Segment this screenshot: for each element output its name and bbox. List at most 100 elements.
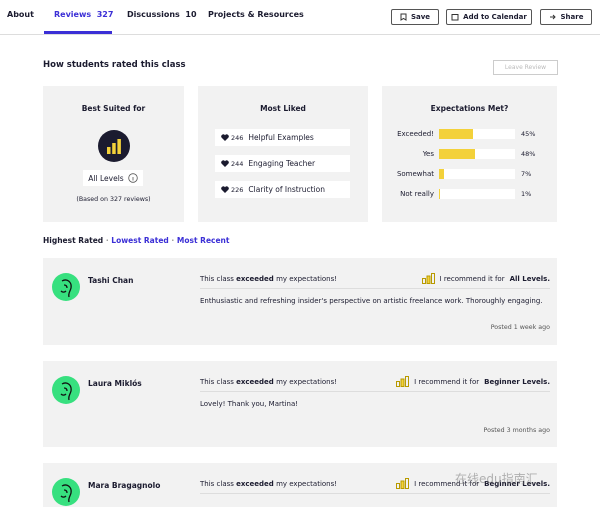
- posted: Posted 1 week ago: [490, 324, 550, 331]
- level-badge: All Levels: [83, 170, 143, 186]
- bar: [439, 169, 445, 179]
- bar: [439, 149, 476, 159]
- liked-item: 244 Engaging Teacher: [215, 155, 350, 172]
- tab[interactable]: Discussions 10: [127, 10, 197, 19]
- bar-track: [439, 129, 515, 139]
- tab-underline: [44, 31, 112, 34]
- count: 246: [231, 133, 244, 142]
- text: I recommend it for: [414, 479, 480, 488]
- avatar: [52, 478, 80, 506]
- row-label: Not really: [400, 190, 434, 198]
- card-title: Most Liked: [260, 104, 306, 113]
- review-card: Tashi Chan This class exceeded my expecta…: [43, 258, 557, 345]
- most-liked-card: Most Liked 246 Helpful Examples 244 Engagin…: [198, 86, 368, 222]
- avatar-art: [60, 382, 72, 401]
- card-title: Best Suited for: [81, 104, 146, 113]
- card-title: Expectations Met?: [430, 104, 509, 113]
- avatar: [52, 376, 80, 404]
- text: I recommend it for: [439, 274, 505, 283]
- calendar-button[interactable]: Add to Calendar: [446, 9, 532, 25]
- tab-label: About: [7, 10, 34, 19]
- text: This class: [200, 378, 234, 386]
- note: (Based on 327 reviews): [76, 196, 151, 203]
- bar: [439, 129, 474, 139]
- level-icon: [421, 273, 435, 284]
- text: exceeded: [236, 480, 274, 488]
- tab[interactable]: Reviews 327: [54, 10, 113, 19]
- tab-label: Reviews: [54, 10, 92, 19]
- section-title: How students rated this class: [43, 60, 186, 70]
- heart-icon: [221, 186, 229, 193]
- review-card: Laura Miklós This class exceeded my expec…: [43, 361, 557, 447]
- expectations-card: Expectations Met? Exceeded! 45% Yes 48% Some…: [382, 86, 557, 222]
- divider: [200, 391, 550, 392]
- bar: [439, 189, 440, 199]
- reviewer-name: Laura Miklós: [88, 379, 142, 388]
- save-button[interactable]: Save: [391, 9, 439, 25]
- text: I recommend it for: [414, 377, 480, 386]
- heart-icon: [221, 160, 229, 167]
- value-label: 1%: [521, 190, 532, 198]
- expectation: This class exceeded my expectations!: [200, 275, 337, 283]
- button-label: Save: [410, 13, 431, 21]
- row-label: Yes: [422, 150, 434, 158]
- row-label: Somewhat: [396, 170, 434, 178]
- nav-bar: [0, 0, 600, 35]
- button-label: Share: [560, 13, 584, 21]
- reviewer-name: Tashi Chan: [88, 276, 134, 285]
- value-label: 48%: [521, 150, 536, 158]
- label: Clarity of Instruction: [248, 185, 326, 194]
- tab[interactable]: Projects & Resources: [208, 10, 304, 19]
- value-label: 7%: [521, 170, 532, 178]
- level-icon: [396, 376, 410, 387]
- row-label: Exceeded!: [397, 130, 434, 138]
- sort-option[interactable]: Most Recent: [176, 236, 230, 245]
- review-text: Enthusiastic and refreshing insider's pe…: [200, 297, 543, 305]
- level: Beginner Levels.: [484, 479, 550, 488]
- tab-count: 10: [185, 10, 197, 19]
- level: Beginner Levels.: [484, 377, 550, 386]
- level-icon: [98, 130, 130, 162]
- button-label: Add to Calendar: [463, 13, 527, 21]
- level: All Levels: [88, 173, 124, 183]
- bar-track: [439, 169, 515, 179]
- tab-label: Discussions: [127, 10, 180, 19]
- divider: [200, 493, 550, 494]
- text: my expectations!: [276, 275, 338, 283]
- review-text: Lovely! Thank you, Martina!: [200, 400, 299, 408]
- text: my expectations!: [276, 378, 338, 386]
- expectation: This class exceeded my expectations!: [200, 378, 337, 386]
- heart-icon: [221, 134, 229, 141]
- avatar: [52, 273, 80, 301]
- icon: [451, 14, 459, 21]
- level: All Levels.: [509, 274, 550, 283]
- watermark: 在线edu指南汇: [455, 472, 538, 486]
- icon: [549, 14, 556, 20]
- posted: Posted 3 months ago: [483, 427, 550, 434]
- tab-count: 327: [96, 10, 114, 19]
- sort-bar: Highest Rated · Lowest Rated · Most Rece…: [43, 236, 230, 245]
- leave-review-button[interactable]: Leave Review: [493, 60, 558, 75]
- value-label: 45%: [521, 130, 536, 138]
- tab[interactable]: About: [7, 10, 34, 19]
- bar-track: [439, 149, 515, 159]
- divider: [200, 288, 550, 289]
- text: exceeded: [236, 275, 274, 283]
- sort-option[interactable]: Highest Rated: [43, 236, 104, 245]
- avatar-art: [60, 484, 72, 503]
- reviewer-name: Mara Bragagnolo: [88, 481, 161, 490]
- tab-label: Projects & Resources: [208, 10, 304, 19]
- count: 244: [231, 159, 244, 168]
- icon: [400, 13, 407, 21]
- recommendation: I recommend it for All Levels.: [421, 273, 550, 284]
- sort-option[interactable]: Lowest Rated: [111, 236, 169, 245]
- expectation: This class exceeded my expectations!: [200, 480, 337, 488]
- label: Helpful Examples: [248, 133, 314, 142]
- liked-item: 226 Clarity of Instruction: [215, 181, 350, 198]
- share-button[interactable]: Share: [540, 9, 592, 25]
- label: Engaging Teacher: [248, 159, 316, 168]
- text: my expectations!: [276, 480, 338, 488]
- liked-item: 246 Helpful Examples: [215, 129, 350, 146]
- text: This class: [200, 480, 234, 488]
